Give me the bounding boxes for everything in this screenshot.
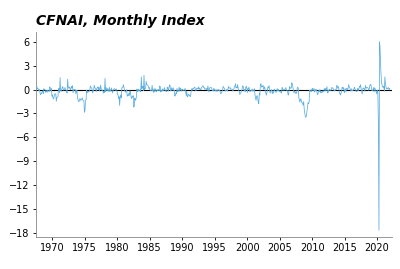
Text: CFNAI, Monthly Index: CFNAI, Monthly Index [36,14,205,28]
